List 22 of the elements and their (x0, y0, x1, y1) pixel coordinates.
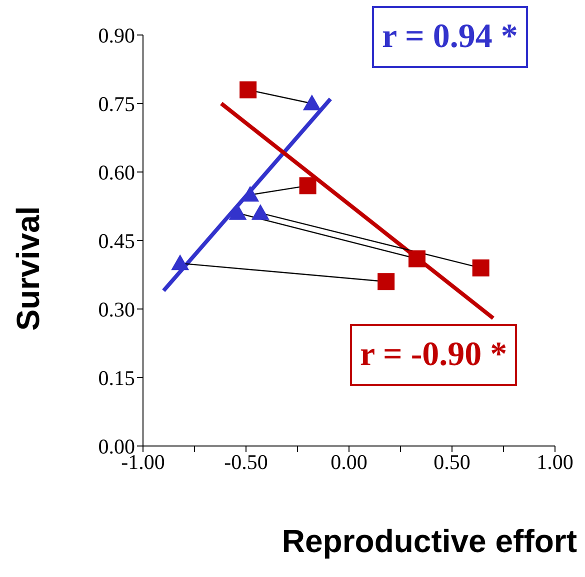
x-axis-title: Reproductive effort (282, 523, 577, 560)
point (408, 250, 426, 268)
x-tick-label: -0.50 (224, 450, 268, 474)
y-tick-label: 0.45 (98, 228, 135, 253)
point (302, 94, 321, 110)
point (171, 254, 190, 270)
point (472, 259, 490, 276)
point (378, 273, 395, 290)
annotation: r = -0.90 * (350, 324, 518, 386)
x-tick-label: 1.00 (536, 450, 574, 474)
annotation: r = 0.94 * (372, 6, 528, 68)
y-tick-label: 0.75 (98, 92, 135, 116)
point (299, 177, 316, 194)
point (240, 81, 257, 98)
point (251, 204, 270, 220)
y-axis-title: Survival (10, 206, 46, 330)
x-tick-label: 0.50 (434, 450, 470, 474)
y-tick-label: 0.60 (98, 160, 135, 184)
y-tick-label: 0.30 (98, 297, 135, 322)
y-tick-label: 0.90 (98, 23, 135, 48)
y-tick-label: 0.15 (98, 366, 135, 390)
x-tick-label: 0.00 (330, 450, 368, 474)
